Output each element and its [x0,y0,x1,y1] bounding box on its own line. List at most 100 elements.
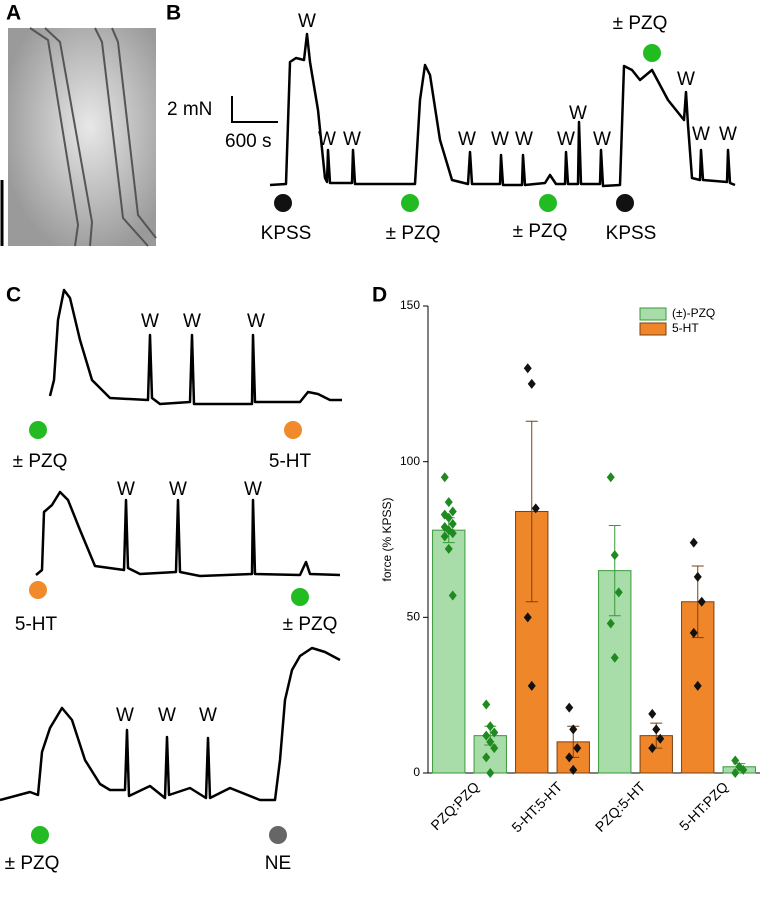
marker-label: NE [265,853,291,874]
bar-chart: D 0 50 100 150 force (% KPSS) PZQ:PZQ 5-HT:5-HT… [372,284,760,835]
wash-label: W [183,311,201,332]
legend-label: 5-HT [672,321,699,335]
marker-label: ± PZQ [513,221,568,242]
data-point [565,752,574,763]
scale-force: 2 mN [167,99,212,120]
force-trace [48,288,342,406]
data-point [527,680,536,691]
y-tick-label: 0 [413,765,420,779]
force-trace [0,646,341,802]
data-point [482,699,491,710]
panel-label: C [6,284,21,307]
x-tick-label: PZQ:5-HT [592,778,649,835]
bar [432,529,466,774]
wash-label: W [677,69,695,90]
data-point [523,612,532,623]
legend-swatch [639,307,667,321]
data-point [610,550,619,561]
stimulus-markers [29,421,309,844]
wash-label: W [318,129,336,150]
error-bar [608,524,621,617]
y-axis-label: force (% KPSS) [380,497,394,581]
data-point [482,752,491,763]
data-point [440,472,449,483]
data-point [648,743,657,754]
data-point [565,702,574,713]
scale-bar: 2 mN 600 s [167,96,278,152]
data-point [444,497,453,508]
data-point [731,755,740,766]
y-tick-label: 50 [407,610,421,624]
data-point [693,680,702,691]
data-point [448,518,457,529]
data-point [689,627,698,638]
data-point [486,721,495,732]
wash-label: W [141,311,159,332]
data-point [490,727,499,738]
wash-label: W [491,129,509,150]
marker-label: ± PZQ [613,13,668,34]
data-point [731,768,740,778]
data-point [440,531,449,542]
x-tick-label: 5-HT:5-HT [508,778,565,835]
marker-label: ± PZQ [283,614,338,635]
panel-label: A [6,2,21,25]
panel-label: D [372,284,387,307]
wash-label: W [169,479,187,500]
stimulus-markers [274,44,661,212]
data-point [693,571,702,582]
y-tick-label: 100 [400,454,420,468]
wash-label: W [458,129,476,150]
wash-label: W [692,124,710,145]
data-point [689,537,698,548]
data-point [448,528,457,539]
y-tick-label: 150 [400,298,420,312]
bar [473,735,507,774]
wash-label: W [199,705,217,726]
data-point [614,587,623,598]
data-point [482,730,491,741]
wash-label: W [343,129,361,150]
wash-label: W [569,103,587,124]
data-point [610,652,619,663]
wash-label: W [116,705,134,726]
data-point [444,512,453,523]
force-trace [269,32,736,188]
data-point [490,743,499,754]
wash-label: W [158,705,176,726]
data-point [523,363,532,374]
data-point [444,543,453,554]
panel-label: B [166,2,181,25]
data-point [656,733,665,744]
scale-time: 600 s [225,131,271,152]
data-point [606,618,615,629]
data-point [448,590,457,601]
data-point [448,506,457,517]
wash-label: W [247,311,265,332]
wash-label: W [298,11,316,32]
data-point [606,472,615,483]
x-tick-label: PZQ:PZQ [427,778,482,833]
data-point [573,743,582,754]
marker-label: KPSS [261,223,312,244]
wash-label: W [557,129,575,150]
data-point [697,596,706,607]
legend-label: (±)-PZQ [672,306,715,320]
data-point [531,503,540,514]
marker-label: 5-HT [15,614,58,635]
data-point [569,764,578,775]
marker-label: ± PZQ [386,223,441,244]
data-point [652,724,661,735]
data-point [569,724,578,735]
marker-label: KPSS [606,223,657,244]
x-tick-label: 5-HT:PZQ [676,778,731,833]
legend-swatch [639,322,667,336]
data-point [739,764,748,775]
wash-label: W [515,129,533,150]
error-bar [525,420,538,603]
marker-label: ± PZQ [13,451,68,472]
marker-label: ± PZQ [5,853,60,874]
data-point [648,708,657,719]
data-point [486,768,495,778]
